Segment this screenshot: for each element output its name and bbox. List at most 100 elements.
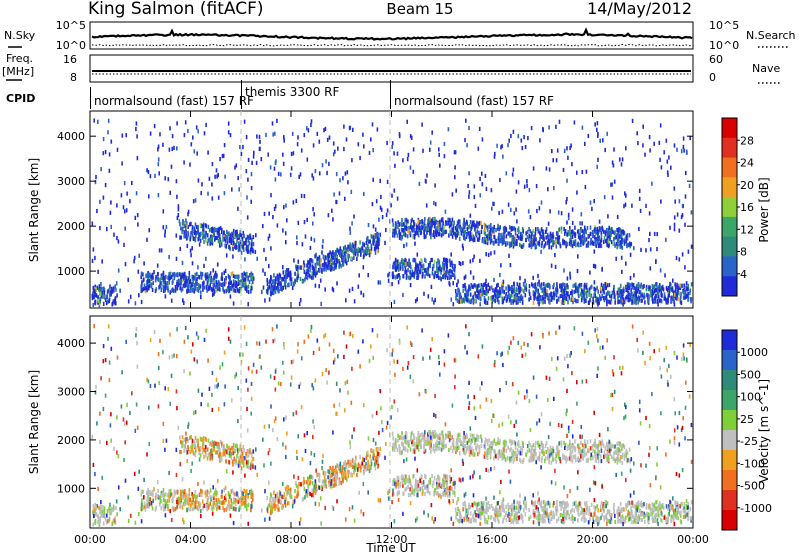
heatmap-cell bbox=[648, 238, 650, 243]
heatmap-cell bbox=[216, 174, 218, 179]
heatmap-cell bbox=[336, 471, 338, 476]
heatmap-cell bbox=[579, 283, 581, 288]
heatmap-cell bbox=[533, 238, 536, 243]
heatmap-cell bbox=[673, 290, 675, 295]
heatmap-cell bbox=[218, 226, 220, 231]
heatmap-cell bbox=[104, 150, 107, 155]
heatmap-cell bbox=[342, 477, 344, 482]
heatmap-cell bbox=[443, 268, 445, 274]
heatmap-cell bbox=[290, 277, 293, 282]
heatmap-cell bbox=[370, 250, 372, 255]
heatmap-cell bbox=[464, 274, 467, 279]
heatmap-cell bbox=[423, 219, 426, 224]
heatmap-cell bbox=[505, 242, 507, 247]
heatmap-cell bbox=[298, 301, 301, 306]
heatmap-cell bbox=[278, 272, 281, 277]
heatmap-cell bbox=[250, 460, 253, 465]
heatmap-cell bbox=[236, 284, 238, 289]
heatmap-cell bbox=[474, 291, 477, 296]
heatmap-cell bbox=[233, 448, 236, 453]
heatmap-cell bbox=[479, 176, 481, 181]
heatmap-cell bbox=[238, 187, 240, 192]
heatmap-cell bbox=[422, 222, 424, 227]
heatmap-cell bbox=[405, 269, 408, 274]
heatmap-cell bbox=[149, 174, 152, 179]
heatmap-cell bbox=[510, 133, 512, 139]
heatmap-cell bbox=[230, 272, 233, 277]
heatmap-cell bbox=[286, 268, 288, 273]
heatmap-cell bbox=[212, 501, 215, 506]
heatmap-cell bbox=[197, 442, 199, 447]
heatmap-cell bbox=[207, 287, 210, 292]
heatmap-cell bbox=[685, 281, 688, 286]
heatmap-cell bbox=[191, 225, 194, 230]
heatmap-cell bbox=[249, 273, 251, 278]
heatmap-cell bbox=[183, 276, 185, 281]
heatmap-cell bbox=[570, 143, 572, 148]
heatmap-cell bbox=[176, 281, 178, 287]
heatmap-cell bbox=[442, 261, 444, 266]
heatmap-cell bbox=[538, 241, 540, 246]
heatmap-cell bbox=[344, 460, 347, 465]
heatmap-cell bbox=[687, 249, 690, 254]
heatmap-cell bbox=[686, 286, 688, 291]
heatmap-cell bbox=[581, 295, 583, 301]
heatmap-cell bbox=[328, 260, 331, 265]
heatmap-cell bbox=[456, 233, 458, 238]
heatmap-cell bbox=[620, 244, 623, 249]
heatmap-cell bbox=[599, 227, 602, 232]
heatmap-cell bbox=[464, 138, 466, 143]
heatmap-cell bbox=[437, 273, 439, 278]
heatmap-cell bbox=[202, 283, 204, 288]
heatmap-cell bbox=[172, 279, 174, 284]
heatmap-cell bbox=[416, 270, 418, 275]
heatmap-cell bbox=[311, 173, 313, 178]
heatmap-cell bbox=[179, 235, 181, 240]
heatmap-cell bbox=[238, 279, 241, 285]
heatmap-cell bbox=[571, 234, 574, 239]
heatmap-cell bbox=[572, 296, 574, 301]
cpid-segment-2-label: normalsound (fast) 157 RF bbox=[394, 94, 554, 108]
heatmap-cell bbox=[507, 294, 509, 299]
heatmap-cell bbox=[334, 480, 336, 485]
heatmap-cell bbox=[460, 295, 462, 300]
heatmap-cell bbox=[670, 282, 672, 288]
heatmap-cell bbox=[167, 288, 169, 293]
heatmap-cell bbox=[314, 254, 316, 259]
heatmap-cell bbox=[533, 293, 536, 299]
heatmap-cell bbox=[181, 227, 184, 232]
heatmap-cell bbox=[513, 289, 516, 294]
heatmap-cell bbox=[484, 226, 486, 231]
heatmap-cell bbox=[592, 300, 595, 305]
heatmap-cell bbox=[188, 488, 191, 493]
heatmap-cell bbox=[438, 147, 440, 152]
heatmap-cell bbox=[592, 234, 594, 239]
heatmap-cell bbox=[124, 226, 126, 231]
heatmap-cell bbox=[99, 518, 101, 523]
heatmap-cell bbox=[444, 222, 447, 227]
heatmap-cell bbox=[400, 260, 403, 265]
heatmap-cell bbox=[563, 148, 566, 153]
heatmap-cell bbox=[377, 237, 379, 242]
heatmap-cell bbox=[273, 286, 275, 291]
heatmap-cell bbox=[192, 498, 194, 503]
heatmap-cell bbox=[362, 132, 364, 137]
heatmap-cell bbox=[518, 289, 521, 294]
heatmap-cell bbox=[673, 227, 676, 232]
heatmap-cell bbox=[567, 212, 570, 217]
heatmap-cell bbox=[348, 126, 351, 131]
heatmap-cell bbox=[667, 295, 669, 300]
heatmap-cell bbox=[617, 237, 619, 242]
heatmap-cell bbox=[151, 287, 154, 292]
heatmap-cell bbox=[523, 135, 525, 140]
heatmap-cell bbox=[205, 494, 207, 499]
heatmap-cell bbox=[550, 245, 553, 250]
heatmap-cell bbox=[215, 284, 217, 289]
heatmap-cell bbox=[412, 258, 414, 263]
heatmap-cell bbox=[232, 462, 234, 467]
heatmap-cell bbox=[251, 464, 254, 469]
heatmap-cell bbox=[284, 503, 287, 508]
heatmap-cell bbox=[194, 500, 197, 505]
heatmap-cell bbox=[497, 289, 499, 294]
heatmap-cell bbox=[286, 272, 289, 277]
